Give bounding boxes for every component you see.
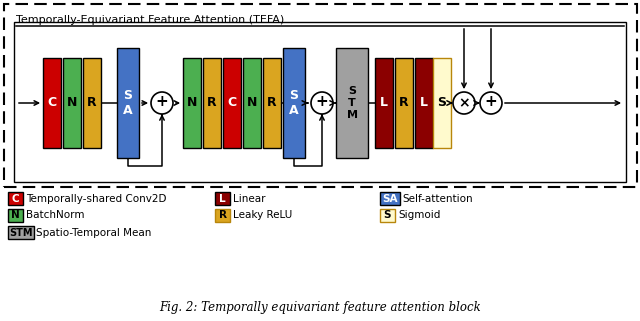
Text: S
A: S A	[123, 89, 133, 117]
Text: L: L	[420, 97, 428, 109]
FancyBboxPatch shape	[395, 58, 413, 148]
Text: R: R	[87, 97, 97, 109]
Text: STM: STM	[9, 228, 33, 238]
FancyBboxPatch shape	[263, 58, 281, 148]
Text: +: +	[484, 94, 497, 109]
Text: S
A: S A	[289, 89, 299, 117]
FancyBboxPatch shape	[8, 209, 23, 222]
Text: Self-attention: Self-attention	[402, 194, 472, 204]
Text: R: R	[399, 97, 409, 109]
FancyBboxPatch shape	[83, 58, 101, 148]
Text: C: C	[227, 97, 237, 109]
Circle shape	[311, 92, 333, 114]
FancyBboxPatch shape	[223, 58, 241, 148]
Text: Sigmoid: Sigmoid	[398, 211, 440, 221]
Text: L: L	[380, 97, 388, 109]
Text: S: S	[438, 97, 447, 109]
Text: S: S	[384, 211, 391, 221]
FancyBboxPatch shape	[380, 209, 395, 222]
Text: N: N	[11, 211, 20, 221]
FancyBboxPatch shape	[283, 48, 305, 158]
Text: +: +	[316, 94, 328, 109]
FancyBboxPatch shape	[117, 48, 139, 158]
FancyBboxPatch shape	[183, 58, 201, 148]
FancyBboxPatch shape	[215, 192, 230, 205]
Text: Fig. 2: Temporally equivariant feature attention block: Fig. 2: Temporally equivariant feature a…	[159, 301, 481, 315]
FancyBboxPatch shape	[63, 58, 81, 148]
FancyBboxPatch shape	[8, 192, 23, 205]
FancyBboxPatch shape	[243, 58, 261, 148]
Text: R: R	[218, 211, 227, 221]
FancyBboxPatch shape	[8, 226, 34, 239]
Text: N: N	[187, 97, 197, 109]
Text: N: N	[247, 97, 257, 109]
FancyBboxPatch shape	[375, 58, 393, 148]
Text: Temporally-shared Conv2D: Temporally-shared Conv2D	[26, 194, 166, 204]
Text: N: N	[67, 97, 77, 109]
FancyBboxPatch shape	[203, 58, 221, 148]
Text: L: L	[219, 194, 226, 204]
FancyBboxPatch shape	[215, 209, 230, 222]
Circle shape	[480, 92, 502, 114]
Text: Linear: Linear	[233, 194, 266, 204]
Text: S
T
M: S T M	[346, 86, 358, 120]
Text: R: R	[267, 97, 277, 109]
Text: Leaky ReLU: Leaky ReLU	[233, 211, 292, 221]
Circle shape	[151, 92, 173, 114]
Text: BatchNorm: BatchNorm	[26, 211, 84, 221]
Text: +: +	[156, 94, 168, 109]
FancyBboxPatch shape	[336, 48, 368, 158]
Text: Temporally-Equivariant Feature Attention (TEFA): Temporally-Equivariant Feature Attention…	[16, 15, 284, 25]
Text: C: C	[47, 97, 56, 109]
Circle shape	[453, 92, 475, 114]
Text: SA: SA	[382, 194, 397, 204]
FancyBboxPatch shape	[433, 58, 451, 148]
FancyBboxPatch shape	[415, 58, 433, 148]
Text: Spatio-Temporal Mean: Spatio-Temporal Mean	[36, 228, 152, 238]
FancyBboxPatch shape	[43, 58, 61, 148]
Text: C: C	[12, 194, 19, 204]
Text: R: R	[207, 97, 217, 109]
FancyBboxPatch shape	[380, 192, 400, 205]
Text: ×: ×	[458, 96, 470, 110]
